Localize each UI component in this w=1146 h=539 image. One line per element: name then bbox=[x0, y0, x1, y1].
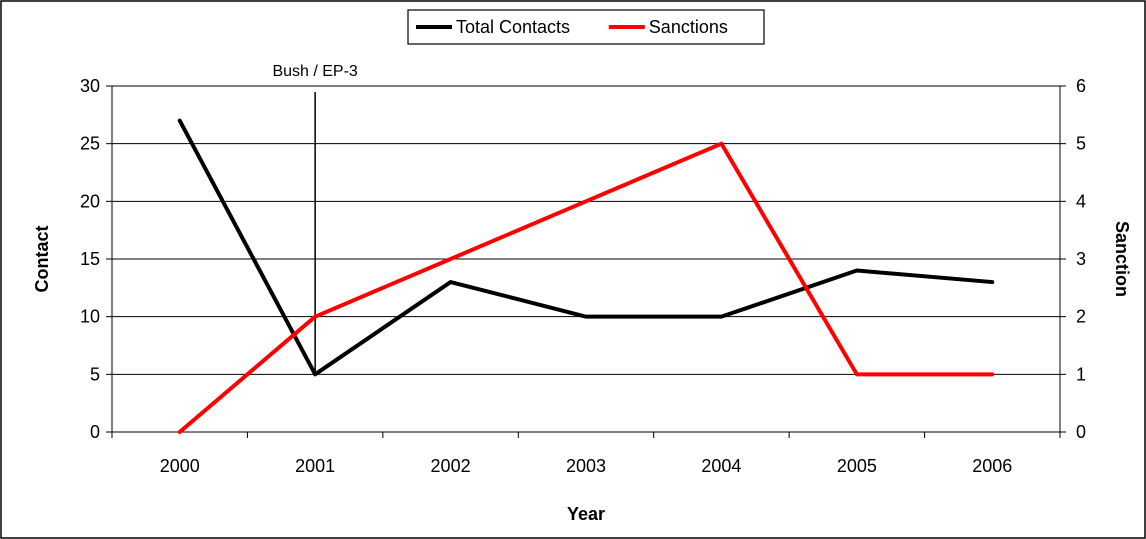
x-tick-label: 2004 bbox=[701, 456, 741, 476]
x-axis-title: Year bbox=[567, 504, 605, 524]
x-tick-label: 2003 bbox=[566, 456, 606, 476]
axis-labels: 0 5 10 15 20 25 30 0 1 2 3 4 5 6 2000 2001 2002 2003 2004 2… bbox=[32, 76, 1132, 524]
y-tick-label-left: 20 bbox=[80, 191, 100, 211]
y-axis-title-left: Contact bbox=[32, 225, 52, 292]
y-tick-label-left: 25 bbox=[80, 134, 100, 154]
axes bbox=[106, 85, 1066, 438]
legend-label: Total Contacts bbox=[456, 17, 570, 37]
y-tick-label-right: 5 bbox=[1076, 134, 1086, 154]
y-tick-label-right: 6 bbox=[1076, 76, 1086, 96]
x-tick-label: 2006 bbox=[972, 456, 1012, 476]
x-tick-label: 2000 bbox=[160, 456, 200, 476]
y-tick-label-left: 5 bbox=[90, 364, 100, 384]
x-tick-label: 2005 bbox=[837, 456, 877, 476]
y-tick-label-left: 10 bbox=[80, 307, 100, 327]
legend-label: Sanctions bbox=[649, 17, 728, 37]
y-tick-label-right: 1 bbox=[1076, 364, 1086, 384]
annotation-label: Bush / EP-3 bbox=[272, 63, 357, 80]
y-tick-label-left: 15 bbox=[80, 249, 100, 269]
y-tick-label-right: 4 bbox=[1076, 191, 1086, 211]
legend-box bbox=[407, 9, 765, 45]
series-lines bbox=[177, 118, 995, 434]
y-axis-title-right: Sanction bbox=[1112, 221, 1132, 297]
y-tick-label-right: 3 bbox=[1076, 249, 1086, 269]
y-tick-label-left: 0 bbox=[90, 422, 100, 442]
x-tick-label: 2002 bbox=[431, 456, 471, 476]
x-tick-label: 2001 bbox=[295, 456, 335, 476]
y-tick-label-right: 2 bbox=[1076, 307, 1086, 327]
y-tick-label-right: 0 bbox=[1076, 422, 1086, 442]
legend: Total Contacts Sanctions bbox=[407, 9, 765, 45]
y-tick-label-left: 30 bbox=[80, 76, 100, 96]
annotations: Bush / EP-3 bbox=[272, 63, 358, 376]
